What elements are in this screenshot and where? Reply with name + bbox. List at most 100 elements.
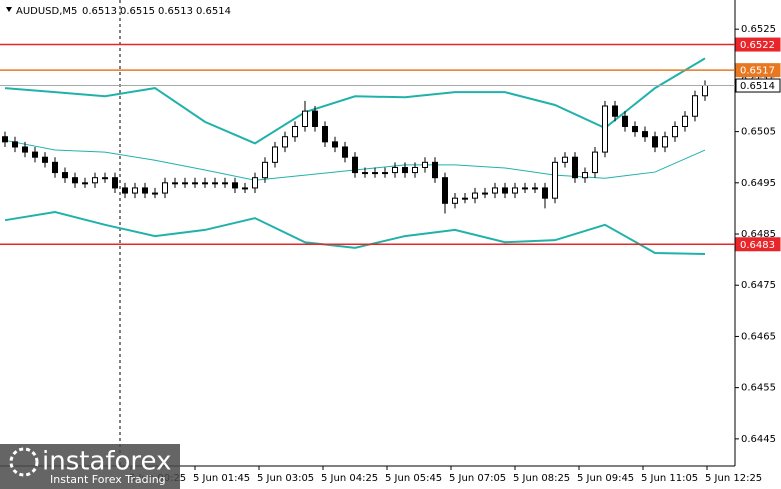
candle-body: [502, 187, 508, 194]
candle-body: [212, 182, 218, 185]
candle-body: [392, 166, 398, 174]
candle-body: [442, 177, 448, 204]
watermark-brand: instaforex: [42, 447, 171, 477]
level-label: 0.6514: [740, 81, 775, 92]
candle-body: [312, 110, 318, 127]
candle-body: [402, 166, 408, 174]
candle-body: [482, 192, 488, 195]
candle-body: [552, 161, 558, 199]
candle-body: [672, 125, 678, 138]
candle-body: [302, 110, 308, 127]
y-tick-label: 0.6475: [741, 280, 776, 291]
candle-body: [362, 172, 368, 175]
y-tick-label: 0.6485: [741, 229, 776, 240]
candle-body: [142, 187, 148, 194]
candle-body: [492, 187, 498, 194]
x-tick-label: 5 Jun 05:45: [385, 473, 442, 484]
x-tick-label: 5 Jun 11:05: [641, 473, 698, 484]
y-tick-label: 0.6445: [741, 434, 776, 445]
candle-body: [282, 136, 288, 148]
candle-body: [222, 182, 228, 185]
candle-body: [62, 172, 68, 179]
candle-body: [342, 146, 348, 158]
candle-body: [102, 177, 108, 180]
candle-body: [642, 131, 648, 138]
candle-body: [252, 177, 258, 189]
candle-body: [542, 187, 548, 199]
candle-body: [192, 182, 198, 185]
bollinger-band: [4, 57, 706, 145]
candle-body: [622, 115, 628, 127]
x-tick-label: 5 Jun 04:25: [321, 473, 378, 484]
candle-body: [42, 156, 48, 163]
candle-body: [532, 187, 538, 190]
level-box: [735, 37, 781, 52]
header-arrow: [6, 7, 12, 12]
level-box: [735, 63, 781, 78]
y-tick-label: 0.6455: [741, 383, 776, 394]
candle-body: [242, 187, 248, 190]
level-label: 0.6483: [740, 240, 775, 251]
candle-body: [422, 161, 428, 168]
candle-body: [72, 177, 78, 184]
candle-body: [692, 95, 698, 117]
symbol-title: AUDUSD,M5: [16, 6, 77, 17]
candle-body: [522, 187, 528, 190]
candle-body: [262, 161, 268, 179]
candle-body: [432, 161, 438, 179]
candle-body: [662, 136, 668, 148]
candle-body: [682, 115, 688, 127]
y-tick-label: 0.6465: [741, 331, 776, 342]
header-value: 0.6513: [158, 6, 193, 17]
watermark-bg: [0, 444, 180, 489]
candle-body: [12, 141, 18, 148]
candle-body: [332, 141, 338, 148]
candle-body: [2, 136, 8, 143]
candle-body: [452, 197, 458, 204]
candle-body: [462, 197, 468, 200]
candle-body: [512, 187, 518, 194]
header-value: 0.6514: [196, 6, 231, 17]
header-value: 0.6513: [82, 6, 117, 17]
candle-body: [582, 172, 588, 179]
header-value: 0.6515: [120, 6, 155, 17]
candle-body: [562, 156, 568, 163]
level-label: 0.6522: [740, 40, 775, 51]
candle-body: [632, 125, 638, 133]
candle-body: [572, 156, 578, 179]
candle-body: [112, 177, 118, 189]
candle-body: [22, 146, 28, 153]
x-tick-label: 5 Jun 09:45: [577, 473, 634, 484]
level-box: [735, 78, 781, 93]
candle-body: [132, 187, 138, 194]
candle-body: [92, 177, 98, 184]
candle-body: [382, 172, 388, 175]
candle-body: [472, 192, 478, 199]
candle-body: [162, 182, 168, 194]
candle-body: [232, 182, 238, 189]
level-box: [735, 237, 781, 252]
candle-body: [82, 182, 88, 185]
candle-body: [592, 151, 598, 174]
candle-body: [612, 105, 618, 117]
candle-body: [152, 192, 158, 195]
x-tick-label: 5 Jun 03:05: [257, 473, 314, 484]
candle-body: [202, 182, 208, 185]
candle-body: [412, 166, 418, 174]
watermark-tagline: Instant Forex Trading: [50, 473, 166, 486]
candle-body: [172, 182, 178, 185]
level-label: 0.6517: [740, 66, 775, 77]
candle-body: [652, 136, 658, 148]
x-tick-label: 5 Jun 07:05: [449, 473, 506, 484]
x-tick-label: 5 Jun 12:25: [705, 473, 762, 484]
x-tick-label: 5 Jun 08:25: [513, 473, 570, 484]
candle-body: [352, 156, 358, 174]
candle-body: [182, 182, 188, 185]
candle-body: [272, 146, 278, 163]
candle-body: [292, 125, 298, 138]
y-tick-label: 0.6505: [741, 127, 776, 138]
x-tick-label: 5 Jun 01:45: [193, 473, 250, 484]
candle-body: [372, 172, 378, 175]
candle-body: [602, 105, 608, 153]
